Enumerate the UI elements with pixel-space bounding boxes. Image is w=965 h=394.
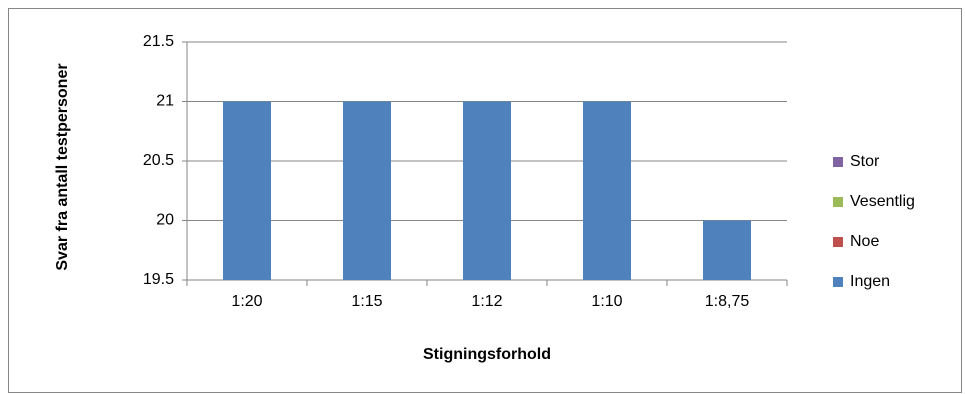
legend-swatch xyxy=(833,237,843,247)
legend-swatch xyxy=(833,277,843,287)
x-tick-label: 1:20 xyxy=(231,293,262,310)
y-tick-label: 19.5 xyxy=(143,271,174,288)
y-axis-title: Svar fra antall testpersoner xyxy=(54,63,71,271)
legend-swatch xyxy=(833,157,843,167)
legend-swatch xyxy=(833,197,843,207)
y-tick-label: 21.5 xyxy=(143,33,174,50)
y-tick-label: 21 xyxy=(156,93,174,110)
legend-label: Ingen xyxy=(850,273,890,290)
legend-label: Stor xyxy=(850,153,880,170)
legend-label: Vesentlig xyxy=(850,193,915,210)
x-tick-label: 1:10 xyxy=(591,293,622,310)
bar xyxy=(223,101,271,280)
bar xyxy=(703,220,751,280)
x-tick-label: 1:15 xyxy=(351,293,382,310)
x-tick-label: 1:12 xyxy=(471,293,502,310)
y-tick-label: 20 xyxy=(156,212,174,229)
bar xyxy=(343,101,391,280)
bar xyxy=(583,101,631,280)
x-axis-title: Stigningsforhold xyxy=(423,346,551,363)
x-tick-label: 1:8,75 xyxy=(705,293,750,310)
y-tick-label: 20.5 xyxy=(143,152,174,169)
bar xyxy=(463,101,511,280)
legend-label: Noe xyxy=(850,233,879,250)
